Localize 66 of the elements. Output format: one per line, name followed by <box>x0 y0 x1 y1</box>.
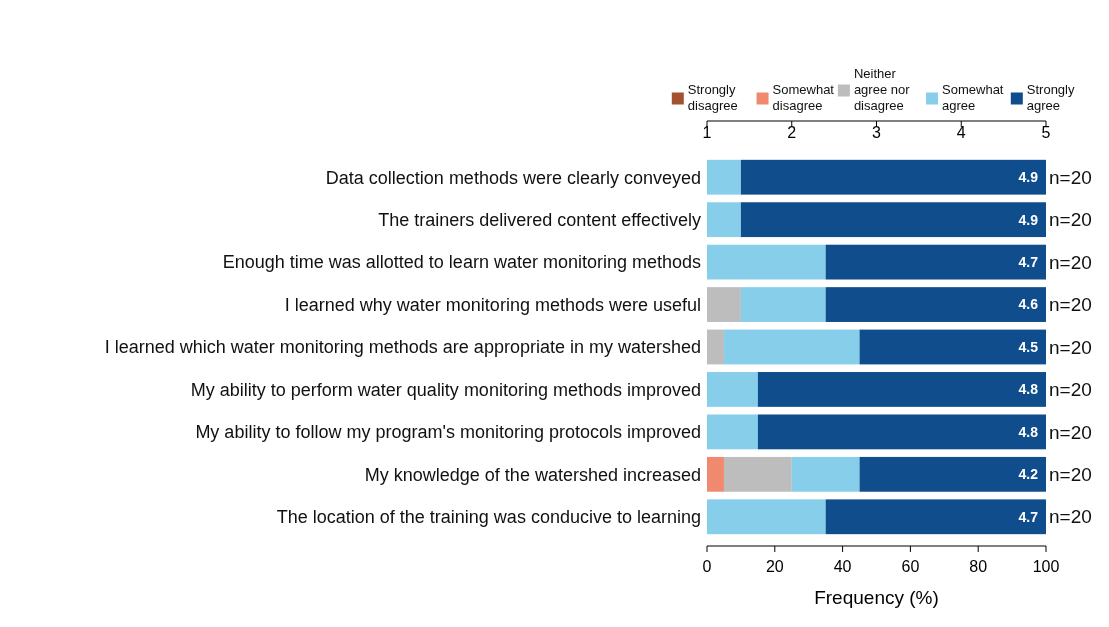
bar <box>740 159 1046 195</box>
bar <box>859 456 1046 492</box>
y-tick-label: Enough time was allotted to learn water monitoring methods <box>222 252 701 273</box>
text: n=20 <box>1049 336 1092 358</box>
text: n=20 <box>1049 294 1092 316</box>
text: n=20 <box>1049 463 1092 485</box>
bar <box>723 329 860 365</box>
bar <box>825 499 1046 535</box>
bar <box>859 329 1046 365</box>
x-axis-title: Frequency (%) <box>814 587 939 608</box>
y-tick-label: My ability to follow my program's monitoring protocols improved <box>195 422 701 443</box>
x2-tick-label: 5 <box>1041 124 1051 141</box>
legend-label: Somewhat agree <box>942 82 1004 113</box>
annotation: 4.7 <box>1018 254 1039 271</box>
bar <box>707 159 741 195</box>
bar <box>707 287 741 322</box>
bar <box>791 456 860 492</box>
annotation: 4.7 <box>1018 508 1039 525</box>
annotation: 4.8 <box>1018 381 1039 398</box>
legend-label: Somewhat disagree <box>772 82 835 113</box>
text: n=20 <box>1049 209 1092 231</box>
annotation: 4.8 <box>1018 423 1039 440</box>
annotation: 4.2 <box>1018 466 1039 483</box>
annotation: 4.5 <box>1018 338 1039 355</box>
text: n=20 <box>1049 166 1092 188</box>
y-tick-label: I learned which water monitoring methods are appropriate in my watershed <box>104 337 701 358</box>
x-tick-label: 80 <box>969 558 988 575</box>
x2-tick-label: 3 <box>872 124 882 141</box>
bar <box>707 202 741 238</box>
y-tick-label: My knowledge of the watershed increased <box>364 464 701 485</box>
text: n=20 <box>1049 251 1092 273</box>
x2-tick-label: 2 <box>787 124 797 141</box>
text: n=20 <box>1049 421 1092 443</box>
legend-label: Strongly disagree <box>687 82 738 113</box>
x-tick-label: 60 <box>901 558 920 575</box>
annotation: 4.9 <box>1018 169 1039 186</box>
bar <box>825 287 1046 322</box>
bar <box>740 287 826 322</box>
bar <box>707 372 758 407</box>
bar <box>825 244 1046 280</box>
bar <box>723 456 792 492</box>
x2-tick-label: 4 <box>956 124 966 141</box>
bar <box>757 372 1046 407</box>
bar <box>757 414 1046 450</box>
y-tick-label: The trainers delivered content effectively <box>378 209 701 230</box>
x-tick-label: 100 <box>1032 558 1060 575</box>
bar <box>707 456 724 492</box>
text: n=20 <box>1049 506 1092 528</box>
annotation: 4.6 <box>1018 296 1039 313</box>
bar <box>707 244 826 280</box>
y-tick-label: I learned why water monitoring methods were useful <box>284 294 701 315</box>
y-tick-label: Data collection methods were clearly conveyed <box>325 167 701 188</box>
bar <box>740 202 1046 238</box>
bar <box>707 499 826 535</box>
x-tick-label: 0 <box>702 558 712 575</box>
annotation: 4.9 <box>1018 211 1039 228</box>
x2-tick-label: 1 <box>702 124 712 141</box>
y-tick-label: The location of the training was conducive to learning <box>276 507 701 528</box>
x-tick-label: 40 <box>833 558 852 575</box>
bar <box>707 329 724 365</box>
legend-label: Strongly agree <box>1026 82 1075 113</box>
y-tick-label: My ability to perform water quality monitoring methods improved <box>190 379 701 400</box>
legend-label: Neither agree nor disagree <box>853 66 911 113</box>
text: n=20 <box>1049 379 1092 401</box>
x-tick-label: 20 <box>765 558 784 575</box>
bar <box>707 414 758 450</box>
